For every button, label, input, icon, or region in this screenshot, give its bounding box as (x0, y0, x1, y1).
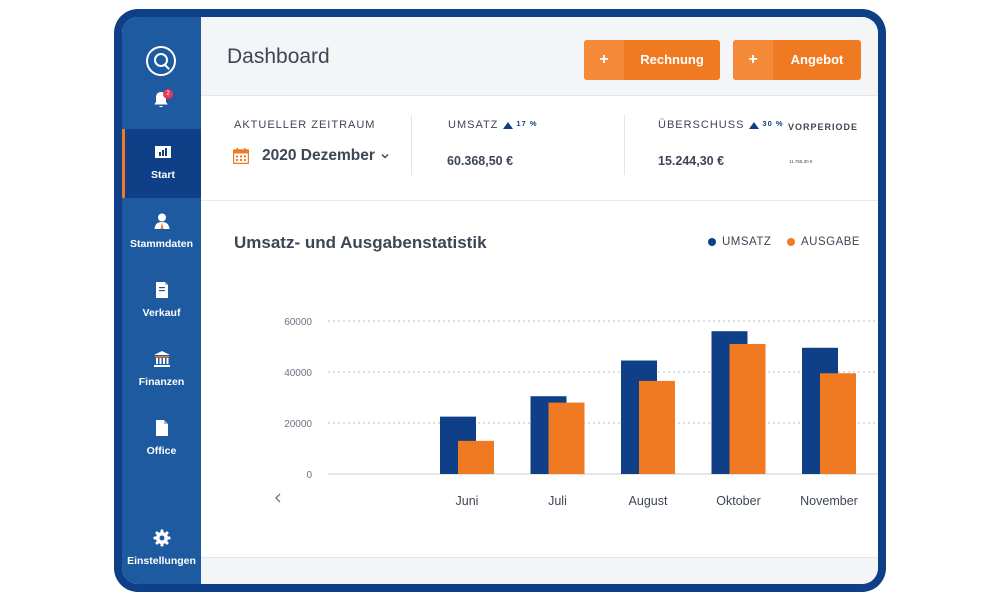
stats-panel: AKTUELLER ZEITRAUM 2020 Dezember (201, 97, 878, 201)
chart-icon (155, 146, 171, 158)
sidebar-item-label: Finanzen (138, 376, 185, 388)
sidebar-item-label: Start (151, 169, 175, 181)
x-tick-label: November (800, 494, 858, 508)
sidebar-item-finanzen[interactable]: Finanzen (122, 336, 201, 405)
legend-label: AUSGABE (801, 236, 861, 248)
gear-icon (153, 529, 170, 547)
umsatz-label: UMSATZ 17 % (448, 119, 538, 131)
legend-label: UMSATZ (722, 236, 772, 248)
bar-ausgabe-august[interactable] (639, 380, 675, 474)
vorperiode-label: VORPERIODE (788, 122, 859, 132)
period-label: AKTUELLER ZEITRAUM (234, 119, 376, 131)
top-bar: Dashboard + Rechnung + Angebot (201, 17, 878, 96)
bar-ausgabe-juni[interactable] (458, 440, 494, 474)
x-tick-label: Juli (548, 494, 567, 508)
search-icon[interactable] (146, 46, 176, 76)
legend-ausgabe: AUSGABE (787, 236, 860, 248)
sidebar-item-start[interactable]: Start (122, 129, 201, 198)
notification-badge: 2 (163, 89, 173, 99)
user-icon (154, 213, 169, 229)
sidebar-item-label: Stammdaten (129, 238, 193, 250)
document-icon (155, 282, 168, 298)
sidebar-item-label: Verkauf (142, 307, 181, 319)
file-icon (155, 420, 168, 436)
ueberschuss-label: ÜBERSCHUSS 30 % (658, 119, 784, 131)
sidebar-item-verkauf[interactable]: Verkauf (122, 267, 201, 336)
legend-dot (787, 238, 795, 246)
button-label: Rechnung (640, 52, 704, 67)
y-tick-label: 60000 (284, 317, 312, 328)
chevron-down-icon (381, 154, 389, 159)
sidebar-item-label: Office (146, 445, 177, 457)
bar-ausgabe-oktober[interactable] (729, 343, 766, 474)
sidebar-item-label: Einstellungen (127, 555, 196, 567)
umsatz-value: 60.368,50 € (447, 154, 514, 168)
vorperiode-value: 11.765,30 € (789, 159, 813, 164)
bank-icon (153, 351, 170, 367)
divider (624, 115, 625, 175)
statistics-chart-panel: Umsatz- und Ausgabenstatistik UMSATZ AUS… (201, 201, 878, 557)
sidebar: 2 Start Stammdaten (122, 17, 201, 584)
bar-chart: 0 20000 40000 60000 Juni Juli August Oktober Nov… (275, 317, 878, 508)
button-label: Angebot (790, 52, 844, 67)
umsatz-label-text: UMSATZ (448, 119, 499, 131)
bar-ausgabe-november[interactable] (820, 373, 856, 474)
trend-up-icon (749, 121, 760, 129)
ueberschuss-value: 15.244,30 € (658, 154, 725, 168)
chevron-left-icon[interactable] (275, 493, 281, 503)
period-value: 2020 Dezember (262, 147, 375, 164)
x-tick-label: Juni (456, 494, 479, 508)
sidebar-item-office[interactable]: Office (122, 405, 201, 474)
sidebar-item-settings[interactable]: Einstellungen (122, 515, 201, 584)
add-invoice-button[interactable]: + Rechnung (584, 40, 720, 80)
device-frame: 2 Start Stammdaten (114, 9, 886, 592)
calendar-icon (233, 148, 249, 164)
y-tick-label: 40000 (284, 368, 312, 379)
sidebar-item-stammdaten[interactable]: Stammdaten (122, 198, 201, 267)
ueberschuss-label-text: ÜBERSCHUSS (658, 119, 745, 131)
bar-ausgabe-juli[interactable] (548, 402, 585, 474)
chart-title: Umsatz- und Ausgabenstatistik (234, 233, 487, 252)
plus-icon: + (733, 40, 773, 80)
ueberschuss-percent: 30 % (762, 119, 784, 128)
umsatz-percent: 17 % (516, 119, 538, 128)
y-tick-label: 0 (306, 470, 312, 481)
legend-dot (708, 238, 716, 246)
y-tick-label: 20000 (284, 419, 312, 430)
page-title: Dashboard (227, 45, 330, 68)
legend-umsatz: UMSATZ (708, 236, 771, 248)
plus-icon: + (584, 40, 624, 80)
x-tick-label: Oktober (716, 494, 760, 508)
divider (411, 115, 412, 175)
trend-up-icon (503, 121, 514, 129)
x-tick-label: August (629, 494, 668, 508)
footer-bar (201, 557, 878, 584)
period-selector[interactable]: 2020 Dezember (233, 147, 389, 165)
app-screen: 2 Start Stammdaten (122, 17, 878, 584)
notification-bell-icon[interactable]: 2 (153, 89, 173, 111)
add-offer-button[interactable]: + Angebot (733, 40, 861, 80)
